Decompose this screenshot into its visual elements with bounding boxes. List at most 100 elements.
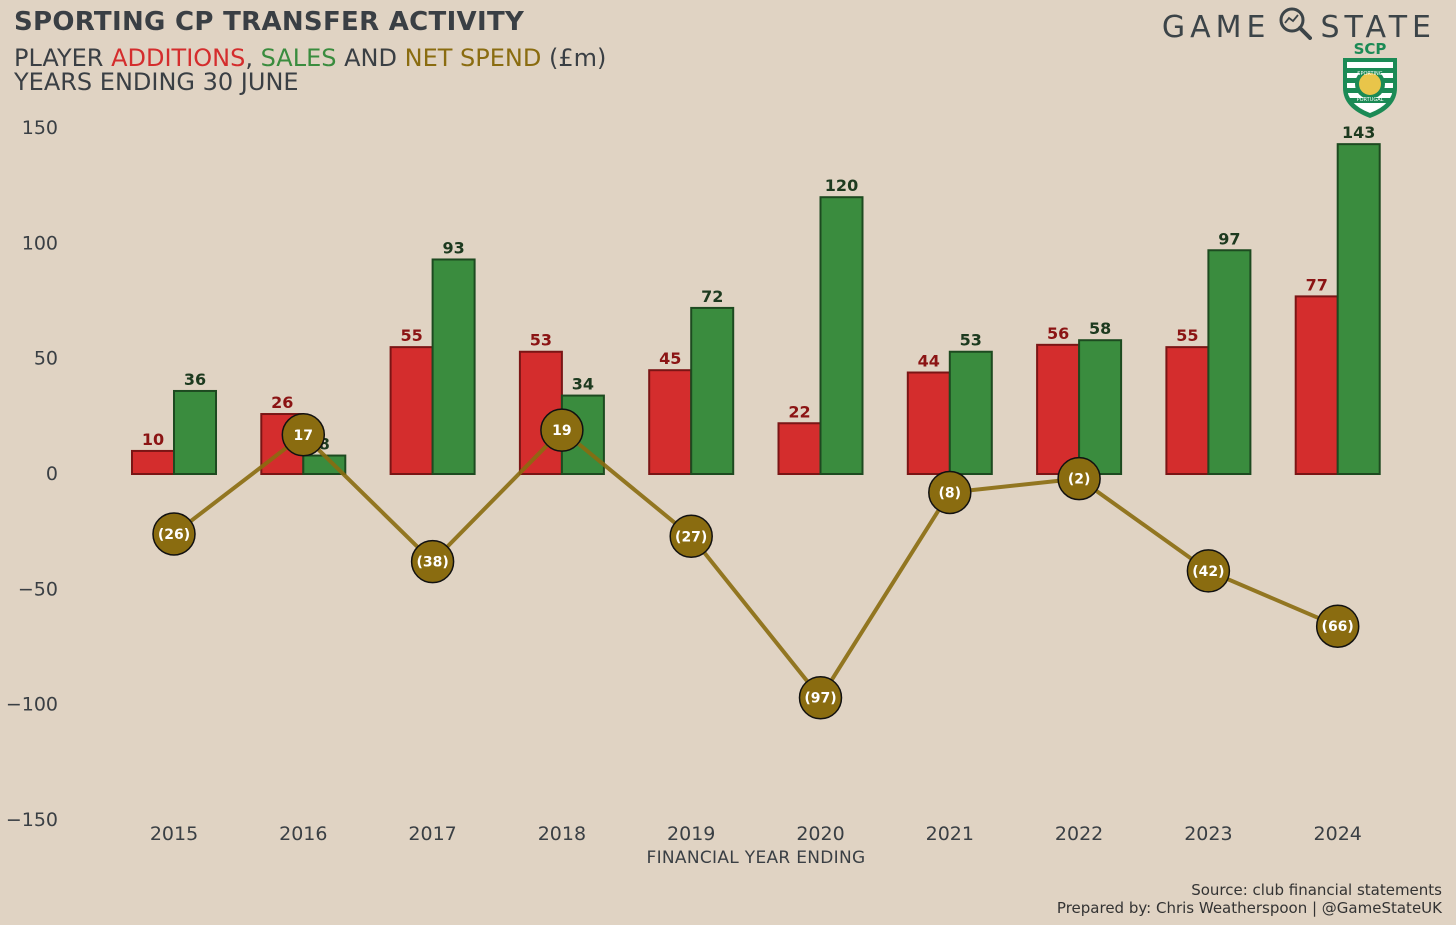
svg-text:SCP: SCP xyxy=(1354,40,1387,58)
subtitle-part-0: PLAYER xyxy=(14,44,112,72)
additions-bar xyxy=(131,449,175,475)
additions-bar xyxy=(777,422,822,475)
sales-bar xyxy=(431,258,476,476)
subtitle-part-1: ADDITIONS xyxy=(111,44,246,72)
net-spend-label: (66) xyxy=(1322,619,1354,635)
x-tick-label: 2023 xyxy=(1184,823,1232,845)
x-tick-label: 2021 xyxy=(926,823,974,845)
additions-value-label: 55 xyxy=(1176,326,1198,345)
sales-value-label: 53 xyxy=(960,331,982,350)
additions-value-label: 56 xyxy=(1047,324,1069,343)
x-tick-label: 2016 xyxy=(279,823,327,845)
net-spend-point xyxy=(410,539,455,584)
additions-value-label: 53 xyxy=(530,331,552,350)
net-spend-point xyxy=(1315,604,1360,648)
sales-bar xyxy=(948,350,993,476)
additions-value-label: 26 xyxy=(271,393,293,412)
x-tick-label: 2020 xyxy=(796,823,844,845)
sales-value-label: 36 xyxy=(184,370,206,389)
chart-subtitle-years: YEARS ENDING 30 JUNE xyxy=(14,68,299,96)
sales-bar xyxy=(1336,143,1381,475)
subtitle-part-6: (£m) xyxy=(541,44,607,72)
net-spend-point xyxy=(1186,549,1231,593)
y-tick-label: −150 xyxy=(6,809,58,831)
net-spend-point xyxy=(798,675,843,720)
brand-left: GAME xyxy=(1161,9,1271,45)
sales-value-label: 8 xyxy=(319,435,330,454)
y-tick-label: −50 xyxy=(18,578,58,600)
y-tick-label: −100 xyxy=(6,694,58,716)
y-tick-label: 150 xyxy=(22,117,58,139)
net-spend-point xyxy=(1057,456,1101,501)
additions-bar xyxy=(906,371,951,475)
sales-value-label: 93 xyxy=(442,238,464,257)
additions-bar xyxy=(1036,343,1081,475)
x-tick-label: 2015 xyxy=(150,823,198,845)
sales-value-label: 34 xyxy=(572,375,594,394)
sales-value-label: 58 xyxy=(1089,319,1111,338)
brand-right: STATE xyxy=(1320,9,1436,45)
svg-text:SPORTING: SPORTING xyxy=(1357,71,1383,77)
sporting-crest-logo: SCP SPORTING PORTUGAL xyxy=(1343,40,1397,118)
net-spend-label: 17 xyxy=(294,428,313,444)
svg-text:PORTUGAL: PORTUGAL xyxy=(1357,97,1384,103)
net-spend-label: (97) xyxy=(804,691,836,707)
x-tick-label: 2019 xyxy=(667,823,715,845)
sales-value-label: 97 xyxy=(1218,229,1240,248)
net-spend-point xyxy=(540,408,584,452)
sales-value-label: 120 xyxy=(825,176,858,195)
y-axis: 150 100 50 0 −50 −100 −150 xyxy=(6,117,58,831)
net-spend-layer: (26) 17 (38) 19 (27) (97) (8) (2) (42) (66) xyxy=(152,408,1360,720)
net-spend-label: (42) xyxy=(1192,564,1224,580)
x-tick-label: 2024 xyxy=(1314,823,1362,845)
sales-value-label: 143 xyxy=(1342,123,1375,142)
sales-bar xyxy=(819,196,864,475)
additions-bar xyxy=(1165,346,1210,475)
additions-value-label: 10 xyxy=(142,430,164,449)
chart-subtitle: PLAYER ADDITIONS, SALES AND NET SPEND (£… xyxy=(14,44,606,72)
bars-layer: 10 36 26 8 55 93 53 34 45 72 22 120 44 53 56 58 55 97 77 14… xyxy=(131,123,1381,476)
credit-note: Prepared by: Chris Weatherspoon | @GameS… xyxy=(1056,899,1442,917)
net-spend-line xyxy=(172,427,1339,702)
magnifier-icon xyxy=(1278,6,1313,49)
y-tick-label: 100 xyxy=(22,232,58,254)
sales-bar xyxy=(173,389,217,475)
x-axis: 2015 2016 2017 2018 2019 2020 2021 2022 2023 2024 xyxy=(150,823,1362,845)
additions-bar xyxy=(389,346,434,475)
net-spend-point xyxy=(281,413,326,457)
net-spend-label: (8) xyxy=(939,485,962,501)
subtitle-part-4: AND xyxy=(336,44,405,72)
net-spend-label: (38) xyxy=(416,555,448,571)
additions-value-label: 44 xyxy=(918,352,940,371)
sales-bar xyxy=(1078,339,1123,476)
x-tick-label: 2017 xyxy=(408,823,456,845)
additions-value-label: 22 xyxy=(788,402,810,421)
net-spend-label: (2) xyxy=(1068,472,1091,488)
net-spend-label: 19 xyxy=(552,423,571,439)
subtitle-part-5: NET SPEND xyxy=(404,44,542,72)
net-spend-label: (26) xyxy=(158,527,190,543)
x-tick-label: 2018 xyxy=(538,823,586,845)
y-tick-label: 0 xyxy=(46,463,58,485)
additions-value-label: 45 xyxy=(659,349,681,368)
game-state-logo: GAME STATE xyxy=(1162,6,1436,49)
net-spend-point xyxy=(152,512,196,556)
sales-bar xyxy=(690,306,735,476)
x-axis-label: FINANCIAL YEAR ENDING xyxy=(647,848,866,868)
sales-bar xyxy=(1207,249,1252,475)
subtitle-part-2: , xyxy=(245,44,261,72)
additions-value-label: 55 xyxy=(400,326,422,345)
subtitle-part-3: SALES xyxy=(260,44,337,72)
x-tick-label: 2022 xyxy=(1055,823,1103,845)
net-spend-point xyxy=(669,514,713,559)
net-spend-label: (27) xyxy=(675,529,707,545)
net-spend-point xyxy=(928,470,972,515)
additions-value-label: 77 xyxy=(1306,275,1328,294)
source-note: Source: club financial statements xyxy=(1191,881,1442,899)
chart-title: SPORTING CP TRANSFER ACTIVITY xyxy=(14,7,525,37)
additions-bar xyxy=(648,369,693,476)
additions-bar xyxy=(1294,295,1339,475)
y-tick-label: 50 xyxy=(34,348,58,370)
